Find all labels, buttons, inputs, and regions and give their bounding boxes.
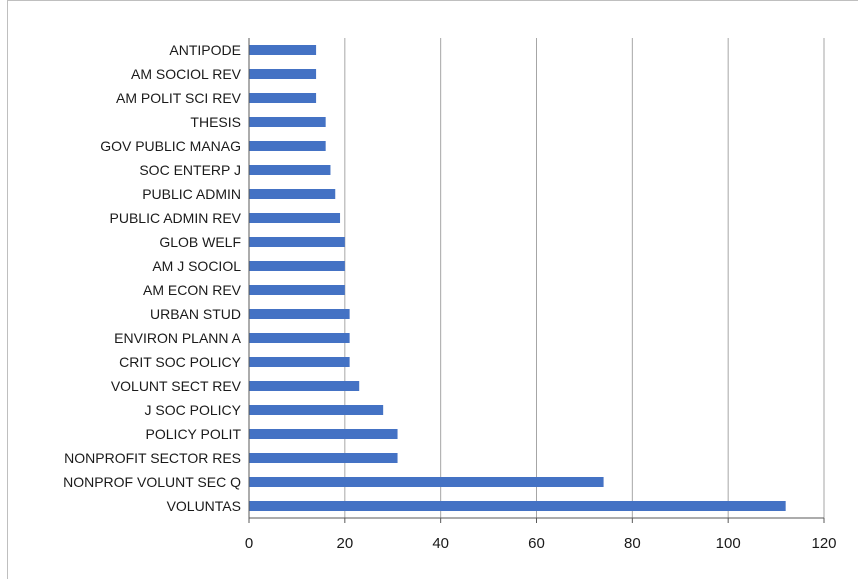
x-tick-label-0: 0 [245, 535, 253, 552]
bar-environ-plann-a [249, 333, 350, 343]
category-labels: ANTIPODE AM SOCIOL REV AM POLIT SCI REV THE… [63, 42, 242, 514]
bar-thesis [249, 117, 326, 127]
category-label: AM SOCIOL REV [131, 66, 242, 82]
bar-voluntas [249, 501, 786, 511]
category-label: URBAN STUD [150, 306, 241, 322]
tick-labels: 0 20 40 60 80 100 120 [245, 535, 837, 552]
category-label: NONPROFIT SECTOR RES [64, 450, 241, 466]
bar-nonprofit-sector-res [249, 453, 398, 463]
bar-am-econ-rev [249, 285, 345, 295]
bar-chart: ANTIPODE AM SOCIOL REV AM POLIT SCI REV THE… [63, 38, 837, 552]
chart-frame: ANTIPODE AM SOCIOL REV AM POLIT SCI REV THE… [7, 0, 858, 579]
category-label: ANTIPODE [169, 42, 241, 58]
category-label: SOC ENTERP J [139, 162, 241, 178]
category-label: THESIS [190, 114, 241, 130]
category-label: VOLUNTAS [167, 498, 241, 514]
category-label: NONPROF VOLUNT SEC Q [63, 474, 241, 490]
x-tick-label-120: 120 [811, 535, 836, 552]
bar-public-admin [249, 189, 336, 199]
bar-am-j-sociol [249, 261, 345, 271]
category-label: VOLUNT SECT REV [111, 378, 242, 394]
bar-policy-polit [249, 429, 398, 439]
category-label: PUBLIC ADMIN [142, 186, 241, 202]
category-label: AM POLIT SCI REV [116, 90, 242, 106]
x-tick-label-100: 100 [716, 535, 741, 552]
bar-public-admin-rev [249, 213, 341, 223]
category-label: J SOC POLICY [145, 402, 242, 418]
category-label: ENVIRON PLANN A [114, 330, 241, 346]
bars [249, 45, 786, 511]
bar-crit-soc-policy [249, 357, 350, 367]
bar-am-sociol-rev [249, 69, 317, 79]
category-label: POLICY POLIT [146, 426, 242, 442]
category-label: CRIT SOC POLICY [119, 354, 242, 370]
x-tick-label-80: 80 [624, 535, 641, 552]
bar-antipode [249, 45, 317, 55]
bar-gov-public-manag [249, 141, 326, 151]
bar-j-soc-policy [249, 405, 384, 415]
category-label: GOV PUBLIC MANAG [100, 138, 241, 154]
category-label: AM ECON REV [143, 282, 242, 298]
bar-volunt-sect-rev [249, 381, 360, 391]
grid-lines [344, 38, 825, 518]
axes [248, 38, 825, 523]
bar-am-polit-sci-rev [249, 93, 317, 103]
bar-urban-stud [249, 309, 350, 319]
x-tick-label-20: 20 [336, 535, 353, 552]
bar-soc-enterp-j [249, 165, 331, 175]
bar-glob-welf [249, 237, 345, 247]
category-label: GLOB WELF [159, 234, 241, 250]
category-label: PUBLIC ADMIN REV [110, 210, 242, 226]
bar-nonprof-volunt-sec-q [249, 477, 604, 487]
x-tick-label-40: 40 [432, 535, 449, 552]
category-label: AM J SOCIOL [152, 258, 241, 274]
x-tick-label-60: 60 [528, 535, 545, 552]
